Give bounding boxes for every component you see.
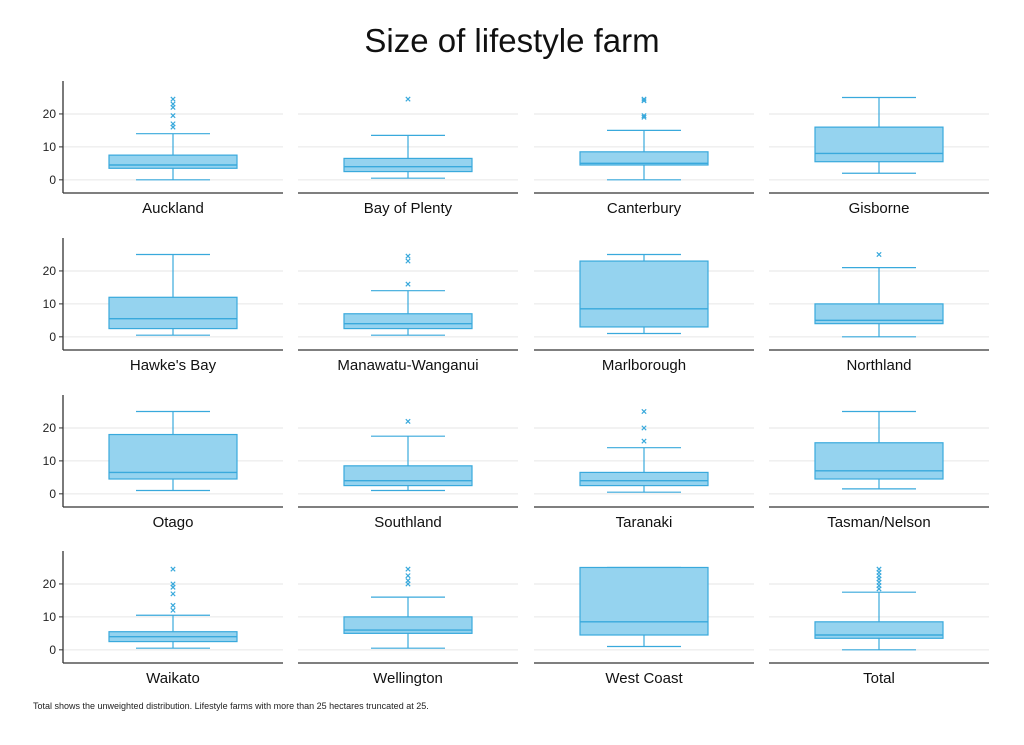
outlier-point <box>641 408 647 415</box>
y-tick-label: 10 <box>43 297 57 311</box>
box-gisborne <box>814 126 944 163</box>
panel-label: Taranaki <box>616 514 673 531</box>
panel-label: Manawatu-Wanganui <box>337 357 478 374</box>
outlier-point <box>170 591 176 597</box>
y-tick-label: 10 <box>43 610 57 624</box>
panel-label: Wellington <box>373 670 443 687</box>
panel-label: Auckland <box>142 200 204 217</box>
outlier-point <box>641 96 647 102</box>
outlier-point <box>405 96 411 102</box>
outlier-point <box>405 578 411 584</box>
outlier-point <box>405 253 411 259</box>
outlier-point <box>405 281 411 287</box>
outlier-point <box>641 112 647 119</box>
panel-label: Northland <box>846 357 911 374</box>
box-canterbury <box>579 151 709 166</box>
panel-label: Otago <box>153 514 194 531</box>
y-tick-label: 0 <box>49 643 56 657</box>
outlier-point <box>405 573 411 579</box>
outlier-point <box>405 418 411 424</box>
outlier-point <box>170 112 176 119</box>
outlier-point <box>405 566 411 572</box>
box-hawke-s-bay <box>108 296 238 330</box>
outlier-point <box>170 96 176 102</box>
outlier-point <box>876 566 882 572</box>
box-marlborough <box>579 260 709 328</box>
chart-title: Size of lifestyle farm <box>364 22 660 59</box>
box-wellington <box>343 616 473 634</box>
panel-label: Canterbury <box>607 200 682 217</box>
panel-label: Marlborough <box>602 357 686 374</box>
y-tick-label: 20 <box>43 264 57 278</box>
panel-label: Bay of Plenty <box>364 200 453 217</box>
box-manawatu-wanganui <box>343 313 473 330</box>
panel-label: Tasman/Nelson <box>827 514 930 531</box>
y-tick-label: 0 <box>49 173 56 187</box>
y-tick-label: 10 <box>43 140 57 154</box>
box-west-coast <box>579 566 709 636</box>
outlier-point <box>170 607 176 613</box>
box-total <box>814 621 944 639</box>
box-tasman-nelson <box>814 442 944 480</box>
outlier-point <box>641 438 647 444</box>
y-tick-label: 0 <box>49 330 56 344</box>
outlier-point <box>641 114 647 120</box>
outlier-point <box>641 98 647 104</box>
outlier-point <box>170 581 176 587</box>
chart-footnote: Total shows the unweighted distribution.… <box>33 701 429 711</box>
y-tick-label: 20 <box>43 107 57 121</box>
outlier-point <box>405 258 411 264</box>
panel-label: Gisborne <box>849 200 910 217</box>
y-tick-label: 20 <box>43 577 57 591</box>
outlier-point <box>170 101 176 107</box>
outlier-point <box>170 566 176 572</box>
outlier-point <box>170 121 176 127</box>
panel-label: Hawke's Bay <box>130 357 217 374</box>
box-bay-of-plenty <box>343 157 473 173</box>
y-tick-label: 10 <box>43 454 57 468</box>
y-tick-label: 0 <box>49 487 56 501</box>
outlier-point <box>876 251 882 258</box>
panel-label: Waikato <box>146 670 200 687</box>
box-auckland <box>108 154 238 169</box>
panel-label: Total <box>863 670 895 687</box>
panel-label: West Coast <box>605 670 683 687</box>
outlier-point <box>641 425 647 431</box>
box-southland <box>343 465 473 487</box>
box-otago <box>108 433 238 480</box>
panel-label: Southland <box>374 514 442 531</box>
y-tick-label: 20 <box>43 421 57 435</box>
box-northland <box>814 303 944 325</box>
outlier-point <box>170 602 176 608</box>
box-taranaki <box>579 471 709 487</box>
